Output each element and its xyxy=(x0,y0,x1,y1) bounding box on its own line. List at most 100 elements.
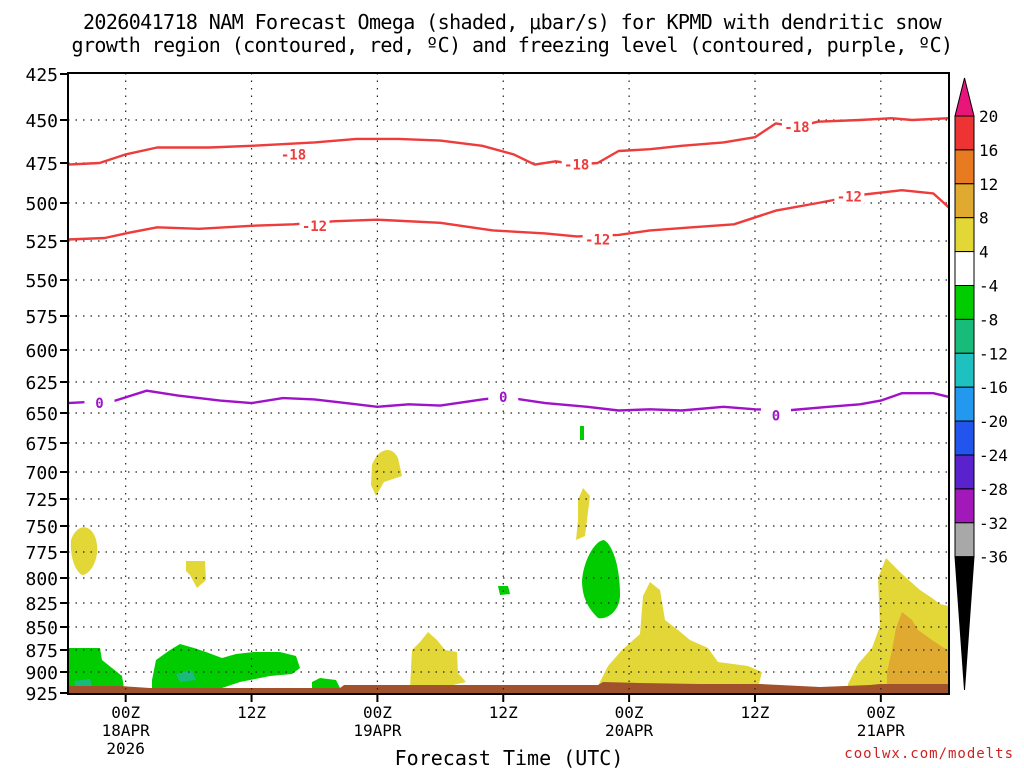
y-tick-label: 925 xyxy=(25,684,58,705)
x-tick-label: 12Z xyxy=(237,703,266,722)
y-tick-label: 800 xyxy=(25,569,58,590)
colorbar-swatch xyxy=(954,522,975,558)
surface-band xyxy=(68,682,949,694)
x-axis-label: Forecast Time (UTC) xyxy=(395,746,624,768)
y-axis: 425 450 475 500 525 550 575 600 625 650 675 700 725 7… xyxy=(25,65,68,705)
y-tick-label: 450 xyxy=(25,111,58,132)
omega-shading xyxy=(68,426,949,694)
omega-yellow-region xyxy=(70,527,98,575)
x-tick-label: 00Z xyxy=(615,703,644,722)
omega-yellow-region xyxy=(576,488,590,540)
y-tick-label: 425 xyxy=(25,65,58,86)
freezing-level-label: 0 xyxy=(499,390,507,406)
colorbar-swatch xyxy=(954,420,975,456)
colorbar-label: -16 xyxy=(979,378,1008,397)
colorbar-swatch xyxy=(954,488,975,524)
omega-green-region xyxy=(580,426,584,440)
minus18-isotherm-label: -18 xyxy=(784,120,809,136)
y-tick-label: 550 xyxy=(25,271,58,292)
freezing-level-label-bg xyxy=(84,395,115,411)
colorbar-label: -28 xyxy=(979,480,1008,499)
omega-green-region xyxy=(582,540,620,619)
omega-teal-region xyxy=(176,670,196,682)
colorbar-swatch xyxy=(954,556,975,691)
y-tick-label: 575 xyxy=(25,307,58,328)
plot-area xyxy=(68,73,949,694)
omega-yellow-region xyxy=(186,561,206,588)
omega-yellow-region xyxy=(410,632,466,688)
colorbar-label: -8 xyxy=(979,310,998,329)
freezing-level-line xyxy=(67,389,950,412)
colorbar-swatch xyxy=(954,183,975,219)
minus18-isotherm-label-bg xyxy=(561,156,592,172)
colorbar-swatch xyxy=(954,318,975,354)
freezing-level-label-bg xyxy=(760,407,791,423)
contours: -18 -18 -18 -12 -12 -12 0 0 0 xyxy=(67,117,950,424)
colorbar: 20 16 12 8 4 -4 -8 -12 -16 -20 -24 -28 -32 -36 xyxy=(954,77,1008,691)
omega-green-region xyxy=(68,648,124,688)
colorbar-label: -20 xyxy=(979,412,1008,431)
colorbar-swatch xyxy=(954,251,975,287)
colorbar-label: 20 xyxy=(979,107,998,126)
colorbar-label: -24 xyxy=(979,446,1008,465)
y-tick-label: 600 xyxy=(25,341,58,362)
colorbar-label: -36 xyxy=(979,548,1008,567)
minus12-isotherm-label: -12 xyxy=(585,232,610,248)
omega-green-region xyxy=(498,586,510,595)
colorbar-swatch xyxy=(954,285,975,320)
colorbar-swatch xyxy=(954,115,975,151)
omega-green-region xyxy=(312,678,340,688)
omega-yellow-region xyxy=(598,582,762,688)
y-tick-label: 725 xyxy=(25,490,58,511)
y-tick-label: 525 xyxy=(25,232,58,253)
y-tick-label: 750 xyxy=(25,517,58,538)
omega-teal-region xyxy=(74,679,92,688)
colorbar-label: -4 xyxy=(979,277,998,296)
minus12-isotherm-label: -12 xyxy=(837,190,862,206)
omega-orange-region xyxy=(887,612,949,686)
minus18-isotherm-label: -18 xyxy=(281,147,306,163)
colorbar-swatch xyxy=(954,352,975,388)
y-tick-label: 900 xyxy=(25,663,58,684)
colorbar-swatch xyxy=(954,149,975,185)
minus12-isotherm-label-bg xyxy=(834,188,865,204)
x-tick-year: 2026 xyxy=(106,739,145,758)
x-tick-date: 19APR xyxy=(353,721,402,740)
x-tick-date: 18APR xyxy=(102,721,151,740)
y-tick-label: 675 xyxy=(25,434,58,455)
minus12-isotherm-label-bg xyxy=(582,231,613,247)
freezing-level-label-bg xyxy=(488,388,519,404)
omega-yellow-region xyxy=(371,449,402,496)
x-tick-label: 00Z xyxy=(866,703,895,722)
y-tick-label: 500 xyxy=(25,194,58,215)
x-tick-label: 12Z xyxy=(489,703,518,722)
colorbar-label: -32 xyxy=(979,514,1008,533)
y-tick-label: 775 xyxy=(25,543,58,564)
x-tick-date: 20APR xyxy=(605,721,654,740)
colorbar-label: 8 xyxy=(979,209,989,228)
credit-text: coolwx.com/modelts xyxy=(844,746,1014,762)
y-tick-label: 850 xyxy=(25,618,58,639)
y-tick-label: 650 xyxy=(25,404,58,425)
grid xyxy=(68,73,949,694)
x-tick-label: 00Z xyxy=(111,703,140,722)
y-tick-label: 700 xyxy=(25,463,58,484)
minus12-isotherm-line xyxy=(67,189,950,241)
y-tick-label: 625 xyxy=(25,373,58,394)
plot-frame xyxy=(67,72,950,695)
y-tick-label: 825 xyxy=(25,594,58,615)
colorbar-label: 12 xyxy=(979,175,998,194)
colorbar-swatch xyxy=(954,217,975,253)
y-tick-label: 475 xyxy=(25,154,58,175)
x-tick-date: 21APR xyxy=(857,721,906,740)
freezing-level-label: 0 xyxy=(772,408,780,424)
x-tick-label: 12Z xyxy=(741,703,770,722)
minus18-isotherm-label-bg xyxy=(278,146,309,162)
minus18-isotherm-label: -18 xyxy=(564,158,589,174)
chart-title-line-2: growth region (contoured, red, ºC) and f… xyxy=(71,33,954,57)
colorbar-label: -12 xyxy=(979,344,1008,363)
x-tick-label: 00Z xyxy=(363,703,392,722)
colorbar-label: 4 xyxy=(979,243,989,262)
